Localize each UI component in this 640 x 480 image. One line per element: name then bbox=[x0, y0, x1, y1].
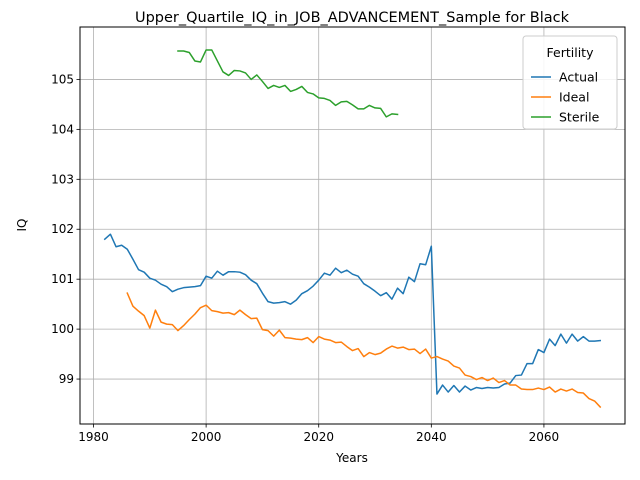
legend-entries: Actual Ideal Sterile bbox=[531, 70, 600, 125]
legend-item-ideal: Ideal bbox=[531, 90, 589, 105]
x-axis-title: Years bbox=[335, 451, 368, 465]
legend-item-sterile: Sterile bbox=[531, 110, 600, 125]
y-tick-label: 100 bbox=[51, 322, 74, 336]
legend-label: Actual bbox=[559, 70, 598, 85]
x-tick-label: 2020 bbox=[303, 430, 334, 444]
gridlines bbox=[80, 27, 625, 424]
legend-label: Ideal bbox=[559, 90, 589, 105]
series-line-actual bbox=[103, 233, 602, 395]
y-tick-label: 104 bbox=[51, 122, 74, 136]
y-tick-label: 103 bbox=[51, 172, 74, 186]
x-tick-label: 2000 bbox=[191, 430, 222, 444]
y-axis-title: IQ bbox=[15, 219, 29, 232]
legend-box bbox=[522, 35, 618, 130]
legend-label: Sterile bbox=[559, 110, 600, 125]
legend-item-actual: Actual bbox=[531, 70, 598, 85]
series-line-ideal bbox=[126, 292, 602, 409]
x-tick-label: 2060 bbox=[529, 430, 560, 444]
plot-frame bbox=[79, 26, 626, 425]
legend: Fertility Actual Ideal Sterile bbox=[522, 35, 618, 130]
y-tick-label: 101 bbox=[51, 272, 74, 286]
y-tick-label: 102 bbox=[51, 222, 74, 236]
y-tick-label: 105 bbox=[51, 72, 74, 86]
series-lines bbox=[103, 49, 602, 409]
series-line-sterile bbox=[177, 49, 399, 118]
x-axis-ticks: 1980 2000 2020 2040 2060 bbox=[78, 424, 559, 444]
y-axis-ticks: 99 100 101 102 103 104 105 bbox=[51, 72, 80, 386]
chart-title: Upper_Quartile_IQ_in_JOB_ADVANCEMENT_Sam… bbox=[135, 10, 570, 26]
x-tick-label: 2040 bbox=[416, 430, 447, 444]
x-tick-label: 1980 bbox=[78, 430, 109, 444]
legend-title: Fertility bbox=[547, 45, 595, 60]
y-tick-label: 99 bbox=[59, 372, 74, 386]
